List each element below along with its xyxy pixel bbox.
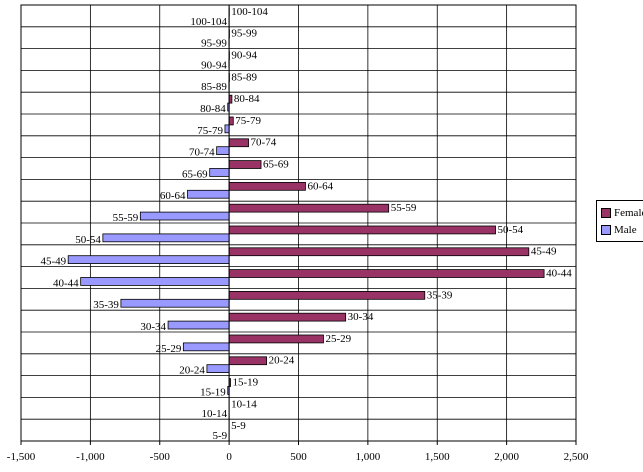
bar-female xyxy=(228,138,249,148)
bar-female xyxy=(228,181,306,191)
bar-label-male: 65-69 xyxy=(182,168,208,180)
bar-male xyxy=(120,298,230,308)
bar-label-female: 100-104 xyxy=(231,6,268,18)
bar-male xyxy=(216,146,230,155)
bar-label-female: 30-34 xyxy=(348,311,374,323)
bar-label-female: 75-79 xyxy=(235,115,261,127)
bar-male xyxy=(80,277,230,286)
x-tick-label: 0 xyxy=(226,451,232,463)
bar-label-female: 90-94 xyxy=(231,50,257,62)
bar-label-male: 95-99 xyxy=(201,38,227,50)
bar-male xyxy=(187,189,230,199)
bar-male xyxy=(209,168,230,177)
bar-label-female: 85-89 xyxy=(231,71,257,83)
bar-label-female: 10-14 xyxy=(231,398,257,410)
bar-female xyxy=(228,269,545,278)
grid-lines xyxy=(21,5,576,441)
bar-label-female: 45-49 xyxy=(531,246,557,258)
bar-label-male: 25-29 xyxy=(156,343,182,355)
bar-male xyxy=(139,211,230,221)
bar-label-female: 5-9 xyxy=(231,420,246,432)
bar-female xyxy=(228,290,426,300)
x-tick-label: 1,500 xyxy=(425,451,450,463)
x-tick-label: -500 xyxy=(150,451,171,463)
x-tick-label: 2,000 xyxy=(494,451,519,463)
legend: Female Male xyxy=(596,200,643,242)
bar-female xyxy=(228,203,390,213)
bar-label-male: 60-64 xyxy=(160,190,186,202)
bar-label-female: 50-54 xyxy=(498,224,524,236)
legend-swatch-male xyxy=(601,224,611,235)
bar-label-female: 40-44 xyxy=(546,268,572,280)
bar-male xyxy=(102,233,230,243)
bar-label-male: 50-54 xyxy=(75,234,101,246)
bar-label-female: 55-59 xyxy=(391,202,417,214)
legend-item-female: Female xyxy=(601,204,643,221)
x-tick-label: 1,000 xyxy=(356,451,381,463)
bar-male xyxy=(224,124,230,134)
bar-female xyxy=(228,356,267,366)
bar-label-male: 40-44 xyxy=(53,277,79,289)
x-tick-label: 2,500 xyxy=(564,451,589,463)
bar-label-male: 10-14 xyxy=(201,408,227,420)
bar-label-male: 70-74 xyxy=(189,147,215,159)
bar-label-female: 35-39 xyxy=(427,289,453,301)
legend-item-male: Male xyxy=(601,221,643,238)
legend-label-male: Male xyxy=(614,223,637,236)
legend-label-female: Female xyxy=(614,206,643,219)
bar-label-male: 20-24 xyxy=(179,365,205,377)
bar-label-male: 90-94 xyxy=(201,59,227,71)
bar-male xyxy=(206,364,230,374)
bar-male xyxy=(67,255,230,264)
bar-label-female: 20-24 xyxy=(269,355,295,367)
bar-label-male: 5-9 xyxy=(212,430,227,442)
x-tick-label: 500 xyxy=(290,451,307,463)
bar-label-female: 25-29 xyxy=(325,333,351,345)
bar-female xyxy=(228,334,324,344)
bar-label-female: 60-64 xyxy=(307,180,333,192)
bar-label-female: 65-69 xyxy=(263,159,289,171)
x-tick-label: -1,500 xyxy=(7,451,36,463)
bar-label-male: 45-49 xyxy=(41,256,67,268)
bar-label-female: 80-84 xyxy=(234,93,260,105)
bar-label-male: 85-89 xyxy=(201,81,227,93)
bar-female xyxy=(228,312,347,322)
bar-label-male: 15-19 xyxy=(200,386,226,398)
bar-label-female: 15-19 xyxy=(233,377,259,389)
bar-male xyxy=(167,320,230,330)
bar-label-female: 70-74 xyxy=(251,137,277,149)
bar-label-male: 35-39 xyxy=(93,299,119,311)
x-axis-ticks: -1,500 -1,000 -500 0 500 1,000 1,500 2,000 2,500 xyxy=(7,441,589,463)
bar-label-female: 95-99 xyxy=(231,28,257,40)
bar-female xyxy=(228,247,530,257)
bar-label-male: 75-79 xyxy=(197,125,223,137)
bar-label-male: 30-34 xyxy=(140,321,166,333)
bar-male xyxy=(182,342,230,352)
bar-labels: 5-9 5-9 10-14 10-14 15-19 15-19 20-24 20-24 25-2… xyxy=(41,6,573,442)
bar-female xyxy=(228,160,262,169)
bars xyxy=(67,7,545,395)
bar-label-male: 55-59 xyxy=(113,212,139,224)
bar-female xyxy=(228,116,234,126)
x-tick-label: -1,000 xyxy=(76,451,105,463)
bar-label-male: 100-104 xyxy=(190,16,227,28)
bar-label-male: 80-84 xyxy=(200,103,226,115)
legend-swatch-female xyxy=(601,207,611,218)
bar-female xyxy=(228,225,496,235)
